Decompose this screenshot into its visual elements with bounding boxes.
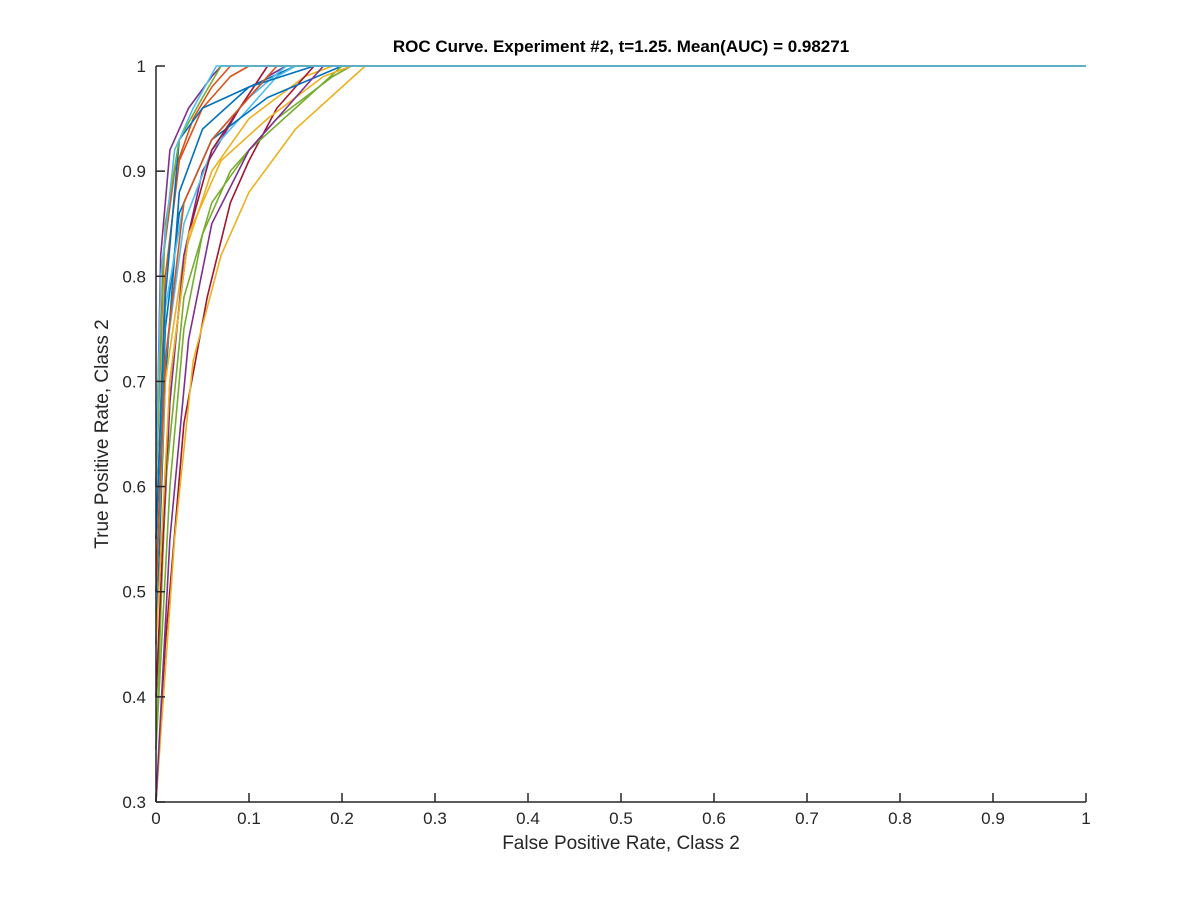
roc-curve-1 — [155, 65, 1086, 645]
y-tick-label: 0.8 — [122, 267, 146, 286]
x-tick-label: 0.3 — [423, 809, 447, 828]
x-tick-label: 0.7 — [795, 809, 819, 828]
x-tick-label: 0.6 — [702, 809, 726, 828]
roc-curve-3 — [155, 65, 1086, 592]
roc-curve-10 — [155, 65, 1086, 803]
roc-curve-12 — [155, 65, 1086, 750]
chart-title: ROC Curve. Experiment #2, t=1.25. Mean(A… — [393, 37, 849, 56]
roc-curve-17 — [155, 65, 1086, 645]
roc-curve-20 — [155, 65, 1086, 487]
roc-curve-15 — [155, 65, 1086, 540]
y-tick-label: 0.9 — [122, 162, 146, 181]
x-tick-label: 0.9 — [981, 809, 1005, 828]
y-tick-label: 1 — [137, 57, 146, 76]
x-tick-label: 0.1 — [237, 809, 261, 828]
x-axis-label: False Positive Rate, Class 2 — [502, 833, 740, 854]
roc-curve-6 — [155, 65, 1086, 592]
x-tick-label: 0.5 — [609, 809, 633, 828]
roc-curve-4 — [155, 65, 1086, 697]
y-tick-label: 0.5 — [122, 583, 146, 602]
curves — [155, 65, 1086, 803]
y-ticks: 0.3 0.4 0.5 0.6 0.7 0.8 0.9 1 — [122, 57, 165, 812]
roc-curve-18 — [155, 65, 1086, 803]
x-tick-label: 1 — [1081, 809, 1090, 828]
y-axis-label: True Positive Rate, Class 2 — [92, 319, 113, 549]
roc-curve-5 — [155, 65, 1086, 750]
y-tick-label: 0.7 — [122, 372, 146, 391]
roc-curve-14 — [155, 65, 1086, 697]
x-tick-label: 0.4 — [516, 809, 540, 828]
y-tick-label: 0.4 — [122, 688, 146, 707]
roc-curve-16 — [155, 65, 1086, 592]
x-ticks: 0 0.1 0.2 0.3 0.4 0.5 0.6 0.7 0.8 0.9 1 — [151, 793, 1091, 828]
y-tick-label: 0.6 — [122, 478, 146, 497]
roc-curve-8 — [155, 65, 1086, 592]
roc-curve-7 — [155, 65, 1086, 803]
roc-curve-2 — [155, 65, 1086, 540]
x-tick-label: 0 — [151, 809, 160, 828]
roc-curve-13 — [155, 65, 1086, 540]
x-tick-label: 0.8 — [888, 809, 912, 828]
axes — [155, 66, 1086, 803]
y-tick-label: 0.3 — [122, 793, 146, 812]
x-tick-label: 0.2 — [330, 809, 354, 828]
